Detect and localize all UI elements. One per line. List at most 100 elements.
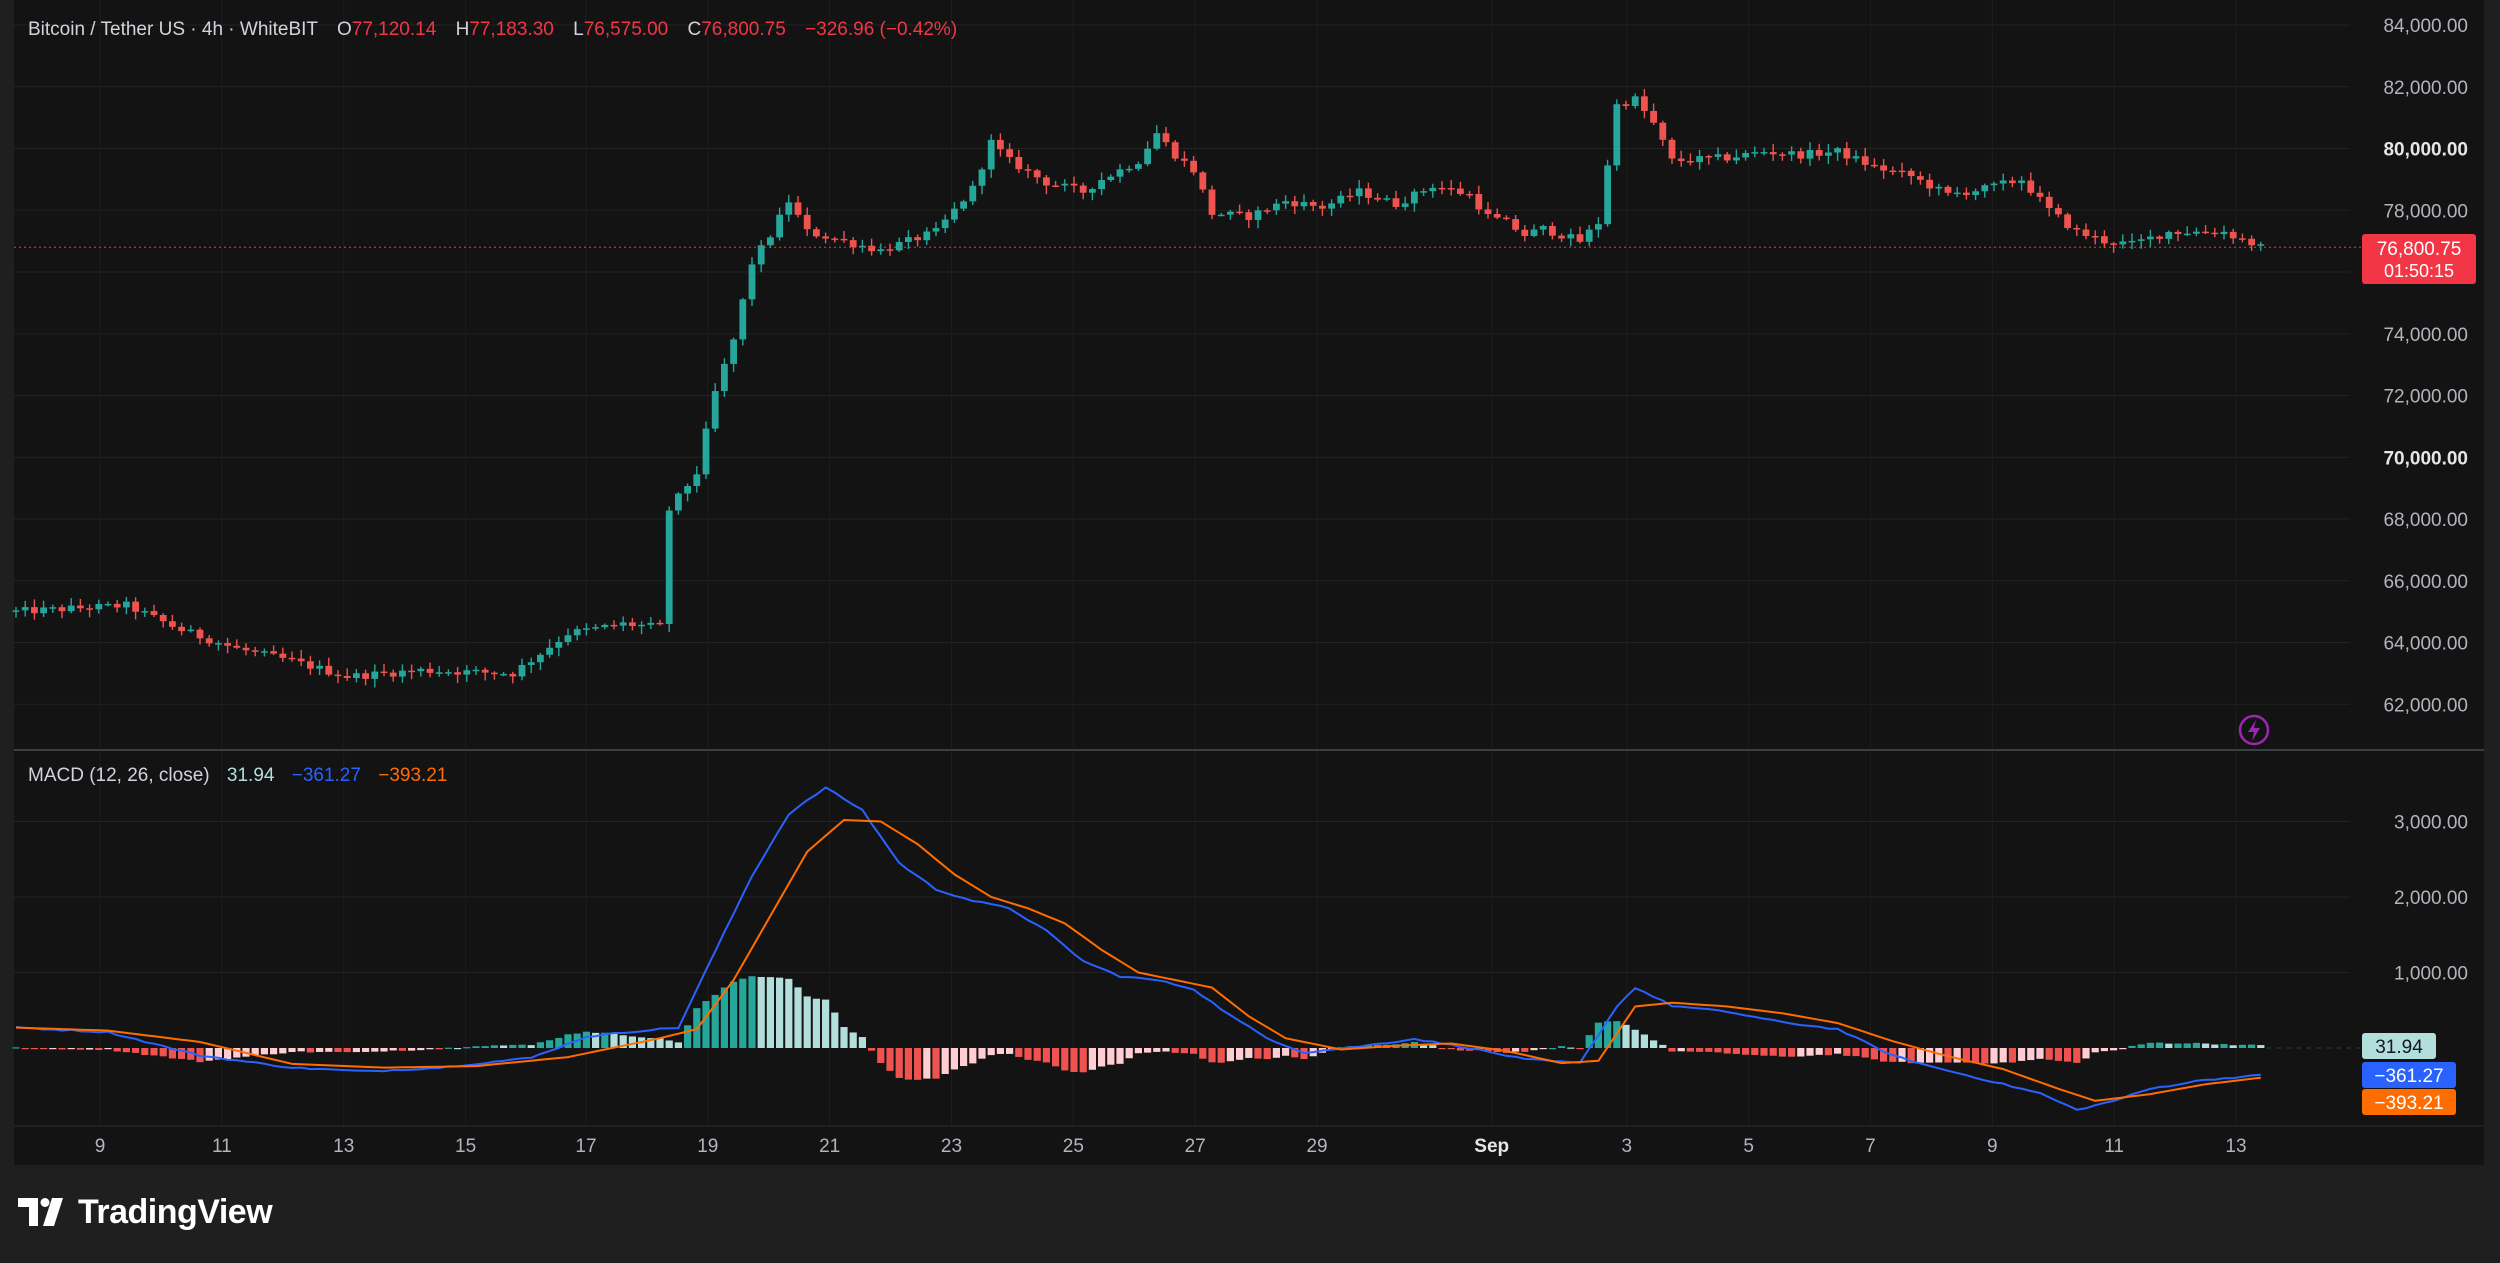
macd-histogram-bar: [960, 1048, 968, 1066]
time-tick-label: 11: [2104, 1136, 2124, 1157]
time-axis[interactable]: 9 11 13 15 17 19 21 23 25 27 29 Sep 3 5 7 9 11 13: [95, 1136, 2247, 1157]
macd-histogram-bar: [214, 1048, 222, 1060]
macd-histogram-bar: [2174, 1043, 2182, 1048]
candle-body: [555, 641, 563, 648]
candle-body: [583, 628, 590, 630]
candle-body: [711, 391, 719, 429]
macd-histogram-bar: [1732, 1048, 1740, 1054]
candle-body: [316, 665, 323, 669]
macd-histogram-bar: [463, 1047, 471, 1049]
macd-histogram-bar: [702, 1001, 710, 1048]
macd-histogram-bar: [665, 1040, 673, 1048]
candle-body: [233, 645, 241, 648]
macd-histogram-bar: [1659, 1044, 1667, 1048]
candle-body: [1079, 185, 1087, 193]
macd-histogram-bar: [2146, 1042, 2154, 1048]
candle-body: [1788, 151, 1795, 155]
candle-body: [362, 673, 369, 679]
macd-histogram-bar: [1052, 1048, 1060, 1067]
candle-body: [1052, 185, 1059, 188]
macd-histogram-bar: [1134, 1048, 1142, 1054]
time-tick-label: 25: [1063, 1136, 1084, 1157]
candle-body: [1282, 201, 1289, 204]
candle-body: [1687, 161, 1694, 163]
tradingview-logo[interactable]: TradingView: [18, 1192, 273, 1232]
macd-histogram-bar: [1199, 1048, 1207, 1059]
candle-body: [859, 245, 866, 248]
macd-histogram-bar: [1061, 1048, 1069, 1071]
macd-histogram-bar: [2220, 1044, 2228, 1048]
macd-histogram-bar: [711, 994, 719, 1048]
candle-body: [1963, 192, 1970, 196]
macd-histogram-bar: [426, 1048, 434, 1050]
candle-body: [1806, 149, 1814, 159]
price-tick-label: 72,000.00: [2383, 387, 2468, 408]
macd-histogram-bar: [1622, 1024, 1630, 1048]
price-tick-label: 70,000.00: [2383, 448, 2468, 469]
candle-body: [1521, 229, 1529, 236]
macd-histogram-bar: [2192, 1042, 2200, 1048]
macd-histogram-bar: [1990, 1048, 1998, 1064]
candle-body: [1907, 170, 1915, 177]
macd-histogram-bar: [1999, 1048, 2007, 1063]
macd-histogram-bar: [1079, 1048, 1087, 1073]
candle-body: [822, 236, 829, 239]
candle-body: [1355, 188, 1363, 197]
macd-histogram-bar: [2238, 1044, 2246, 1048]
last-price-value: 76,800.75: [2377, 239, 2462, 260]
candle-body: [454, 672, 461, 675]
candle-body: [941, 219, 949, 229]
candle-body: [1567, 234, 1575, 239]
macd-histogram-bar: [2064, 1048, 2072, 1062]
candle-body: [472, 669, 480, 672]
macd-histogram-bar: [1677, 1048, 1685, 1052]
time-tick-label: 19: [697, 1136, 718, 1157]
candle-body: [270, 651, 277, 654]
candle-body: [1843, 148, 1851, 159]
macd-histogram-bar: [398, 1048, 406, 1051]
candle-body: [840, 238, 848, 241]
candle-body: [1475, 194, 1483, 210]
macd-histogram-bar: [1668, 1048, 1676, 1052]
candle-body: [1420, 191, 1427, 193]
candle-body: [1935, 186, 1943, 189]
macd-histogram-bar: [1217, 1048, 1225, 1063]
chart-background: [14, 0, 2484, 1165]
candle-body: [987, 139, 995, 170]
candle-body: [518, 664, 526, 677]
candle-body: [353, 673, 360, 678]
macd-histogram-bar: [1116, 1048, 1124, 1064]
candle-body: [1576, 234, 1584, 242]
candle-body: [785, 202, 793, 215]
macd-histogram-bar: [58, 1048, 66, 1050]
lightning-icon[interactable]: [2238, 714, 2270, 746]
candle-body: [647, 622, 655, 625]
macd-histogram-bar: [1180, 1048, 1188, 1054]
macd-histogram-bar: [371, 1048, 379, 1052]
signal-line: [15, 818, 2261, 1102]
macd-histogram-bar: [941, 1048, 949, 1074]
candle-body: [1797, 151, 1805, 159]
macd-histogram-bar: [2202, 1043, 2210, 1048]
macd-histogram-bar: [251, 1048, 259, 1056]
macd-histogram-bar: [1604, 1021, 1612, 1048]
macd-histogram-bar: [1530, 1048, 1538, 1051]
candle-body: [417, 668, 425, 672]
macd-histogram-bar: [454, 1047, 462, 1050]
candle-body: [435, 672, 443, 674]
candle-body: [794, 202, 802, 215]
candle-body: [2229, 231, 2237, 239]
candle-body: [1595, 224, 1602, 230]
macd-axis[interactable]: 3,000.00 2,000.00 1,000.00: [2394, 813, 2468, 985]
macd-histogram-bar: [1254, 1048, 1262, 1059]
macd-histogram-bar: [1512, 1048, 1520, 1052]
macd-histogram-bar: [564, 1034, 572, 1048]
candle-body: [1815, 149, 1823, 156]
candle-body: [868, 245, 875, 252]
candle-body: [86, 608, 93, 610]
candle-body: [1999, 180, 2007, 184]
macd-hist-badge-text: 31.94: [2375, 1037, 2423, 1058]
candle-body: [1834, 148, 1841, 153]
macd-histogram-bar: [500, 1045, 508, 1048]
macd-histogram-bar: [2248, 1044, 2256, 1048]
